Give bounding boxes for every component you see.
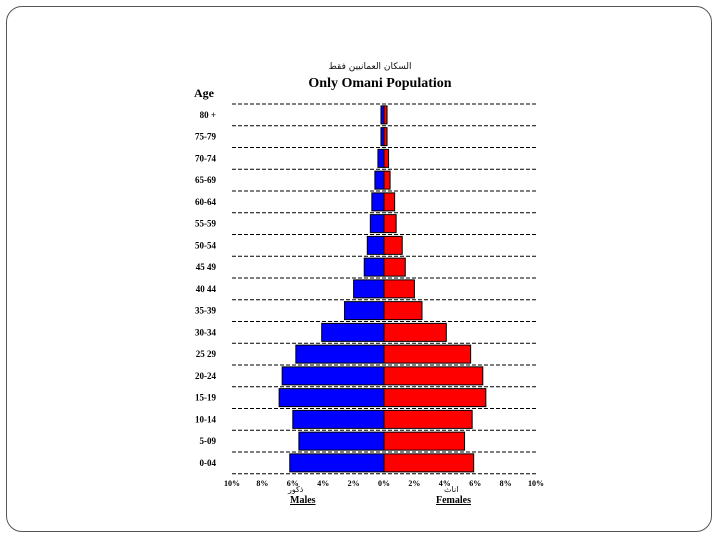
- females-arabic-label: اناث: [444, 485, 459, 494]
- female-bar-2: [383, 148, 390, 168]
- male-bar-5: [369, 214, 385, 234]
- x-tick-label-2: 6%: [287, 479, 299, 488]
- females-axis-title: Females: [436, 495, 471, 506]
- category-label-9: 35-39: [195, 306, 216, 316]
- female-bar-13: [383, 388, 487, 408]
- category-label-10: 30-34: [195, 327, 216, 337]
- female-bar-6: [383, 235, 403, 255]
- male-bar-4: [371, 192, 385, 212]
- female-bar-5: [383, 214, 397, 234]
- x-tick-label-7: 4%: [439, 479, 451, 488]
- x-tick-label-4: 2%: [348, 479, 360, 488]
- category-label-4: 60-64: [195, 197, 216, 207]
- female-bar-3: [383, 170, 391, 190]
- male-bar-9: [343, 301, 385, 321]
- male-bar-10: [321, 322, 385, 342]
- category-label-1: 75-79: [195, 132, 216, 142]
- slide-frame: [6, 6, 712, 532]
- female-bar-16: [383, 453, 475, 473]
- female-bar-8: [383, 279, 415, 299]
- female-bar-12: [383, 366, 484, 386]
- male-bar-15: [298, 431, 385, 451]
- female-bar-15: [383, 431, 466, 451]
- male-bar-12: [281, 366, 385, 386]
- male-bar-6: [366, 235, 385, 255]
- category-label-15: 5-09: [200, 436, 217, 446]
- x-tick-label-1: 8%: [256, 479, 268, 488]
- category-label-3: 65-69: [195, 175, 216, 185]
- female-bar-11: [383, 344, 472, 364]
- female-bar-0: [383, 105, 388, 125]
- female-bar-10: [383, 322, 447, 342]
- category-label-5: 55-59: [195, 219, 216, 229]
- category-label-16: 0-04: [200, 458, 217, 468]
- male-bar-7: [363, 257, 385, 277]
- male-bar-8: [353, 279, 385, 299]
- category-label-7: 45 49: [196, 262, 217, 272]
- female-bar-14: [383, 409, 473, 429]
- category-label-13: 15-19: [195, 393, 216, 403]
- x-tick-label-3: 4%: [317, 479, 329, 488]
- males-axis-title: Males: [290, 495, 316, 506]
- female-bar-7: [383, 257, 406, 277]
- males-arabic-label: ذكور: [288, 485, 304, 494]
- category-label-11: 25 29: [196, 349, 217, 359]
- female-bar-4: [383, 192, 396, 212]
- x-tick-label-9: 8%: [500, 479, 512, 488]
- x-tick-label-10: 10%: [528, 479, 544, 488]
- female-bar-1: [383, 127, 388, 147]
- x-tick-label-8: 6%: [469, 479, 481, 488]
- category-label-6: 50-54: [195, 240, 216, 250]
- male-bar-14: [292, 409, 385, 429]
- category-label-14: 10-14: [195, 414, 216, 424]
- male-bar-3: [374, 170, 385, 190]
- x-tick-label-5: 0%: [378, 479, 390, 488]
- category-label-8: 40 44: [196, 284, 217, 294]
- male-bar-2: [377, 148, 385, 168]
- chart-title: Only Omani Population: [308, 76, 452, 91]
- male-bar-11: [295, 344, 385, 364]
- category-label-12: 20-24: [195, 371, 216, 381]
- chart-subtitle: السكان العمانيين فقط: [328, 62, 412, 72]
- x-tick-label-0: 10%: [224, 479, 240, 488]
- x-tick-label-6: 2%: [408, 479, 420, 488]
- y-axis-label: Age: [194, 86, 214, 100]
- category-label-2: 70-74: [195, 153, 216, 163]
- male-bar-13: [278, 388, 385, 408]
- female-bar-9: [383, 301, 423, 321]
- category-label-0: 80 +: [200, 110, 216, 120]
- male-bar-16: [289, 453, 385, 473]
